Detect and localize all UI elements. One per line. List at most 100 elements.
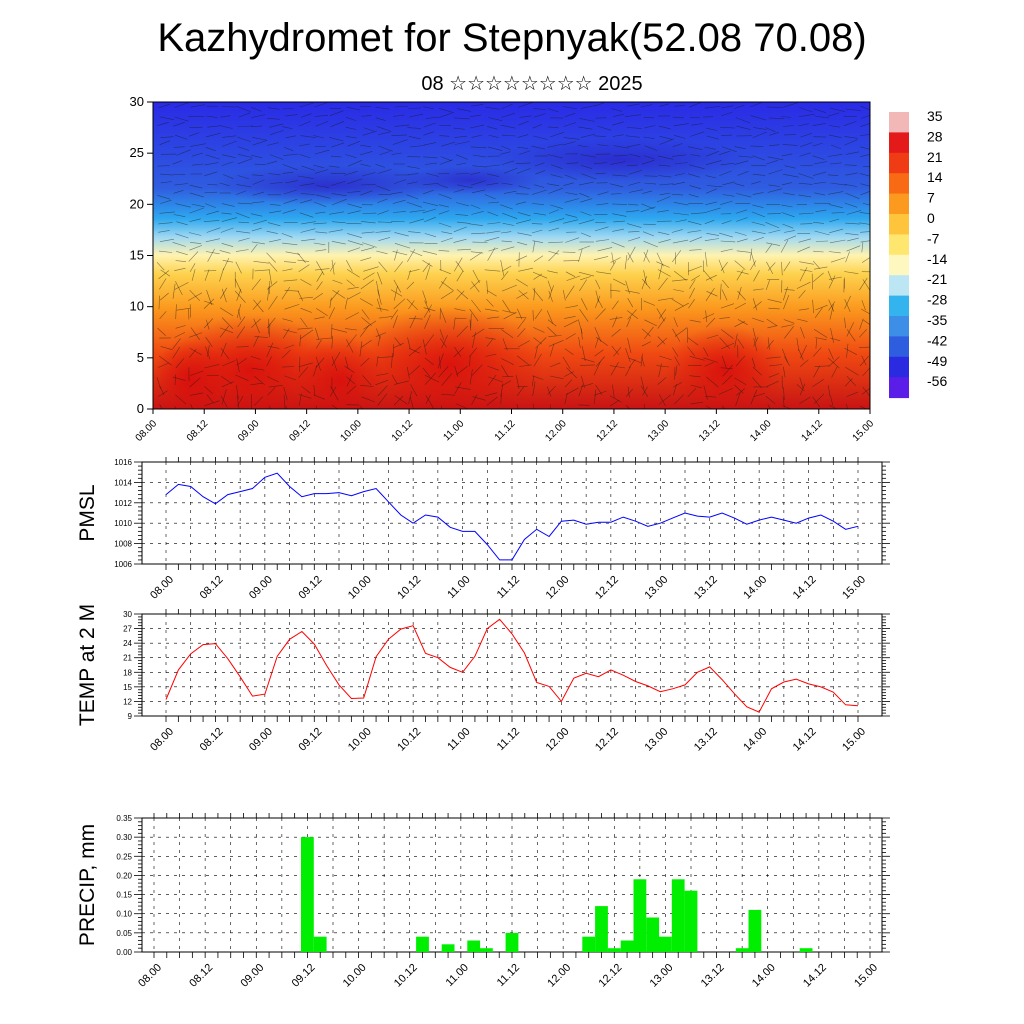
streamline-segment [300, 307, 312, 313]
streamline-segment [205, 203, 216, 208]
streamline-segment [781, 116, 792, 118]
streamline-segment [753, 237, 764, 242]
precip-x-tick-label: 12.00 [545, 962, 573, 990]
streamline-segment [564, 198, 580, 203]
streamline-segment [316, 337, 331, 340]
streamline-segment [314, 316, 325, 320]
precip-x-tick-label: 10.00 [341, 962, 369, 990]
streamline-segment [610, 257, 621, 263]
streamline-segment [501, 271, 509, 281]
streamline-segment [706, 135, 719, 140]
streamline-segment [204, 364, 220, 369]
streamline-segment [644, 125, 656, 129]
streamline-segment [658, 309, 667, 319]
streamline-segment [674, 162, 688, 165]
streamline-segment [236, 395, 240, 409]
streamline-segment [625, 114, 641, 117]
streamline-segment [252, 140, 268, 146]
streamline-segment [270, 182, 283, 184]
streamline-segment [658, 363, 662, 377]
streamline-segment [282, 366, 295, 368]
streamline-segment [331, 328, 347, 333]
colorbar-swatch [889, 254, 909, 276]
streamline-segment [173, 146, 185, 148]
streamline-segment [501, 182, 513, 185]
streamline-segment [502, 310, 516, 314]
streamline-segment [408, 348, 420, 354]
streamline-segment [751, 164, 767, 167]
streamline-segment [285, 114, 298, 117]
streamline-segment [250, 125, 263, 127]
streamline-segment [406, 201, 422, 208]
streamline-segment [376, 355, 379, 367]
streamline-segment [172, 338, 181, 349]
streamline-segment [765, 160, 778, 165]
colorbar-label: 35 [927, 108, 943, 124]
streamline-segment [174, 116, 189, 122]
streamline-segment [390, 309, 399, 320]
streamline-segment [580, 164, 593, 169]
precip-bar [633, 879, 647, 952]
streamline-segment [753, 393, 765, 397]
streamline-segment [565, 237, 580, 243]
streamline-segment [438, 366, 449, 378]
streamline-segment [502, 212, 518, 219]
streamline-segment [672, 239, 689, 244]
streamline-segment [487, 365, 500, 371]
streamline-segment [503, 190, 517, 194]
streamline-segment [379, 151, 390, 156]
streamline-segment [283, 329, 297, 334]
streamline-segment [174, 374, 176, 386]
streamline-segment [237, 202, 253, 205]
streamline-segment [314, 102, 330, 108]
heatmap-x-tick-label: 08.12 [185, 418, 211, 444]
streamline-segment [206, 132, 221, 138]
streamline-segment [516, 386, 525, 396]
streamline-segment [285, 251, 300, 255]
streamline-segment [781, 204, 793, 208]
streamline-segment [251, 278, 261, 291]
streamline-segment [673, 289, 684, 292]
streamline-segment [752, 155, 765, 161]
streamline-segment [612, 114, 625, 117]
streamline-segment [563, 182, 574, 186]
streamline-segment [470, 172, 481, 175]
streamline-segment [266, 342, 274, 358]
streamline-segment [377, 271, 383, 285]
streamline-segment [691, 123, 704, 126]
streamline-segment [658, 263, 663, 280]
streamline-segment [735, 209, 748, 214]
streamline-segment [594, 389, 596, 404]
streamline-segment [547, 326, 557, 336]
streamline-segment [547, 385, 556, 395]
streamline-segment [516, 403, 519, 409]
streamline-segment [251, 114, 266, 118]
streamline-segment [299, 154, 311, 159]
streamline-segment [158, 222, 173, 225]
streamline-segment [672, 250, 682, 263]
streamline-segment [237, 154, 253, 158]
streamline-segment [516, 219, 531, 224]
streamline-segment [829, 228, 844, 234]
streamline-segment [548, 241, 564, 244]
streamline-segment [189, 348, 197, 358]
streamline-segment [783, 366, 786, 378]
streamline-segment [316, 308, 328, 316]
streamline-segment [515, 255, 528, 262]
streamline-segment [519, 150, 531, 155]
streamline-segment [422, 201, 439, 207]
streamline-segment [797, 318, 808, 322]
streamline-segment [706, 185, 723, 188]
streamline-segment [829, 125, 841, 128]
precip-x-tick-label: 08.00 [136, 962, 164, 990]
precip-bar [735, 948, 749, 952]
streamline-segment [206, 289, 212, 306]
streamline-segment [642, 231, 655, 237]
streamline-segment [409, 218, 424, 224]
streamline-segment [189, 332, 203, 338]
streamline-segment [532, 124, 543, 129]
streamline-segment [298, 120, 311, 127]
streamline-segment [328, 229, 343, 233]
streamline-segment [628, 189, 643, 193]
streamline-segment [455, 154, 469, 160]
